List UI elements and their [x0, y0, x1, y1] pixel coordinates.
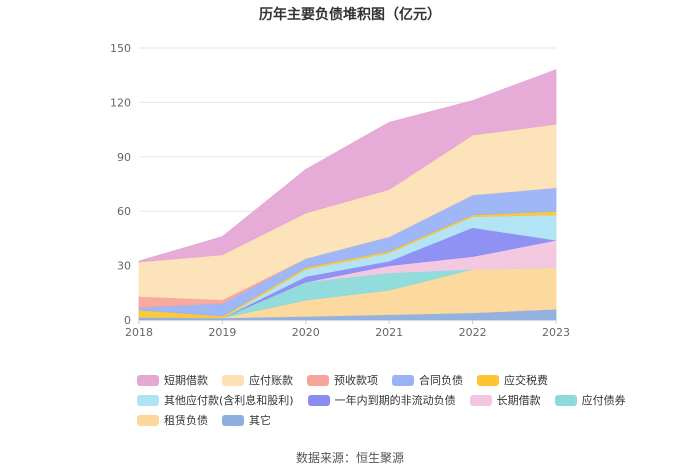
legend-item[interactable]: 应付账款: [222, 372, 293, 388]
legend-swatch: [137, 374, 159, 386]
legend-label: 应交税费: [504, 374, 548, 387]
data-source-note: 数据来源：恒生聚源: [295, 451, 404, 465]
y-tick-label: 30: [117, 260, 131, 273]
legend-item[interactable]: 其它: [222, 412, 271, 428]
legend-swatch: [554, 394, 577, 406]
y-tick-label: 120: [110, 96, 131, 109]
legend: 短期借款 应付账款 预收款项 合同负债 应交税费 其他应付款(含利息和股利) 一年内到期的…: [137, 370, 626, 430]
legend-label: 其它: [249, 414, 271, 427]
axes: 0 30 60 90 120 150 2018 2019 2020 2021 2022 2023: [110, 42, 570, 339]
legend-label: 一年内到期的非流动负债: [334, 394, 456, 407]
legend-label: 租赁负债: [164, 414, 208, 427]
y-tick-label: 90: [117, 151, 131, 164]
legend-swatch: [137, 394, 159, 406]
legend-label: 合同负债: [419, 374, 463, 387]
legend-item[interactable]: 一年内到期的非流动负债: [307, 392, 456, 408]
x-tick-label: 2022: [459, 326, 487, 339]
legend-item[interactable]: 其他应付款(含利息和股利): [137, 392, 294, 408]
legend-item[interactable]: 应交税费: [477, 372, 548, 388]
legend-swatch: [469, 394, 492, 406]
legend-item[interactable]: 预收款项: [307, 372, 378, 388]
legend-label: 长期借款: [496, 394, 541, 407]
legend-item[interactable]: 合同负债: [392, 372, 463, 388]
legend-item[interactable]: 应付债券: [554, 392, 626, 408]
legend-item[interactable]: 长期借款: [469, 392, 541, 408]
legend-item[interactable]: 短期借款: [137, 372, 208, 388]
legend-row: 短期借款 应付账款 预收款项 合同负债 应交税费: [137, 370, 617, 390]
x-tick-label: 2018: [125, 326, 153, 339]
legend-label: 应付债券: [581, 394, 626, 407]
area-series-短期借款[interactable]: [138, 69, 557, 263]
legend-label: 应付账款: [249, 374, 293, 387]
x-tick-label: 2021: [375, 326, 403, 339]
y-tick-label: 150: [110, 42, 131, 55]
legend-label: 短期借款: [164, 374, 208, 387]
y-tick-label: 0: [124, 314, 131, 327]
x-tick-label: 2020: [292, 326, 320, 339]
legend-row: 租赁负债 其它: [137, 410, 617, 430]
legend-row: 其他应付款(含利息和股利) 一年内到期的非流动负债 长期借款 应付债券: [137, 390, 626, 410]
legend-swatch: [137, 414, 159, 426]
legend-swatch: [222, 414, 244, 426]
y-tick-label: 60: [117, 205, 131, 218]
legend-swatch: [307, 394, 330, 406]
x-tick-label: 2019: [208, 326, 236, 339]
legend-swatch: [477, 374, 499, 386]
legend-item[interactable]: 租赁负债: [137, 412, 208, 428]
legend-label: 其他应付款(含利息和股利): [164, 394, 294, 407]
x-tick-label: 2023: [542, 326, 570, 339]
chart-title: 历年主要负债堆积图（亿元）: [259, 7, 441, 23]
legend-swatch: [222, 374, 244, 386]
legend-swatch: [307, 374, 329, 386]
legend-swatch: [392, 374, 414, 386]
area-series-group: [138, 69, 557, 321]
legend-label: 预收款项: [334, 374, 378, 387]
